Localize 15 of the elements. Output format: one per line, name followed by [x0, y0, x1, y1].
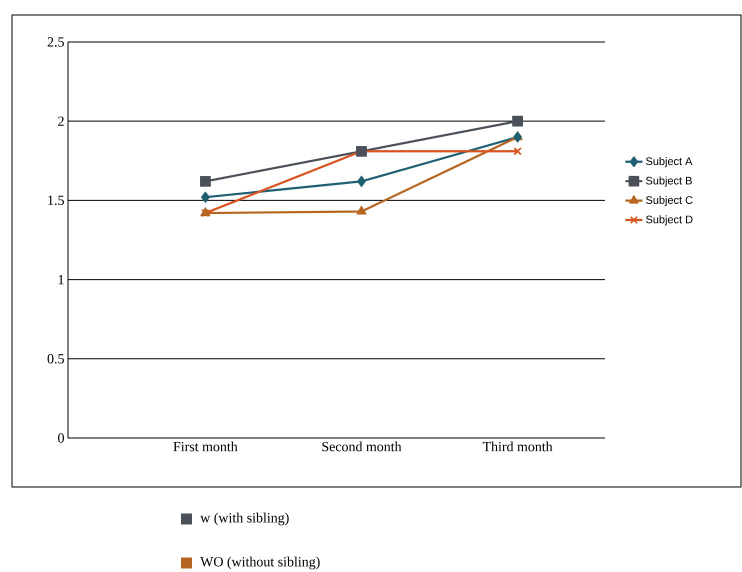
- text: WO (without sibling): [200, 556, 320, 570]
- legend-label: Subject D: [646, 215, 692, 226]
- legend-label: Subject A: [646, 157, 692, 168]
- x-tick-label: Second month: [322, 441, 402, 452]
- y-tick-label: 2.5: [48, 37, 64, 47]
- legend-label: Subject B: [646, 176, 692, 187]
- y-tick-label: 1: [58, 274, 64, 284]
- y-tick-label: 2: [58, 116, 64, 126]
- x-tick-label: Third month: [482, 441, 552, 452]
- y-tick-label: 1.5: [48, 196, 64, 206]
- x-tick-label: First month: [173, 441, 238, 452]
- legend-label: Subject C: [646, 196, 693, 206]
- y-tick-label: 0: [58, 433, 64, 443]
- y-tick-label: 0.5: [48, 354, 64, 364]
- text: w (with sibling): [200, 512, 289, 526]
